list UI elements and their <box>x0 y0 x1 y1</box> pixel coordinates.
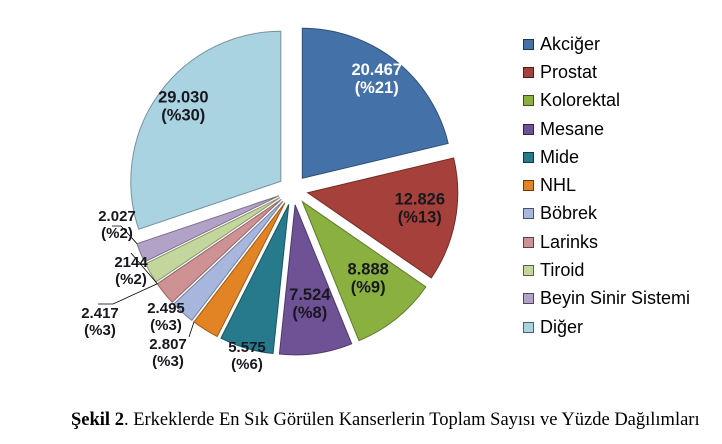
svg-text:12.826: 12.826 <box>395 191 445 209</box>
svg-text:(%30): (%30) <box>161 106 205 124</box>
svg-text:(%8): (%8) <box>292 304 327 322</box>
svg-text:(%21): (%21) <box>355 79 399 97</box>
svg-text:8.888: 8.888 <box>348 261 389 279</box>
svg-text:7.524: 7.524 <box>289 286 331 304</box>
svg-text:(%9): (%9) <box>351 279 386 297</box>
svg-text:29.030: 29.030 <box>158 88 208 106</box>
svg-text:20.467: 20.467 <box>351 61 401 79</box>
svg-text:(%13): (%13) <box>398 209 442 227</box>
